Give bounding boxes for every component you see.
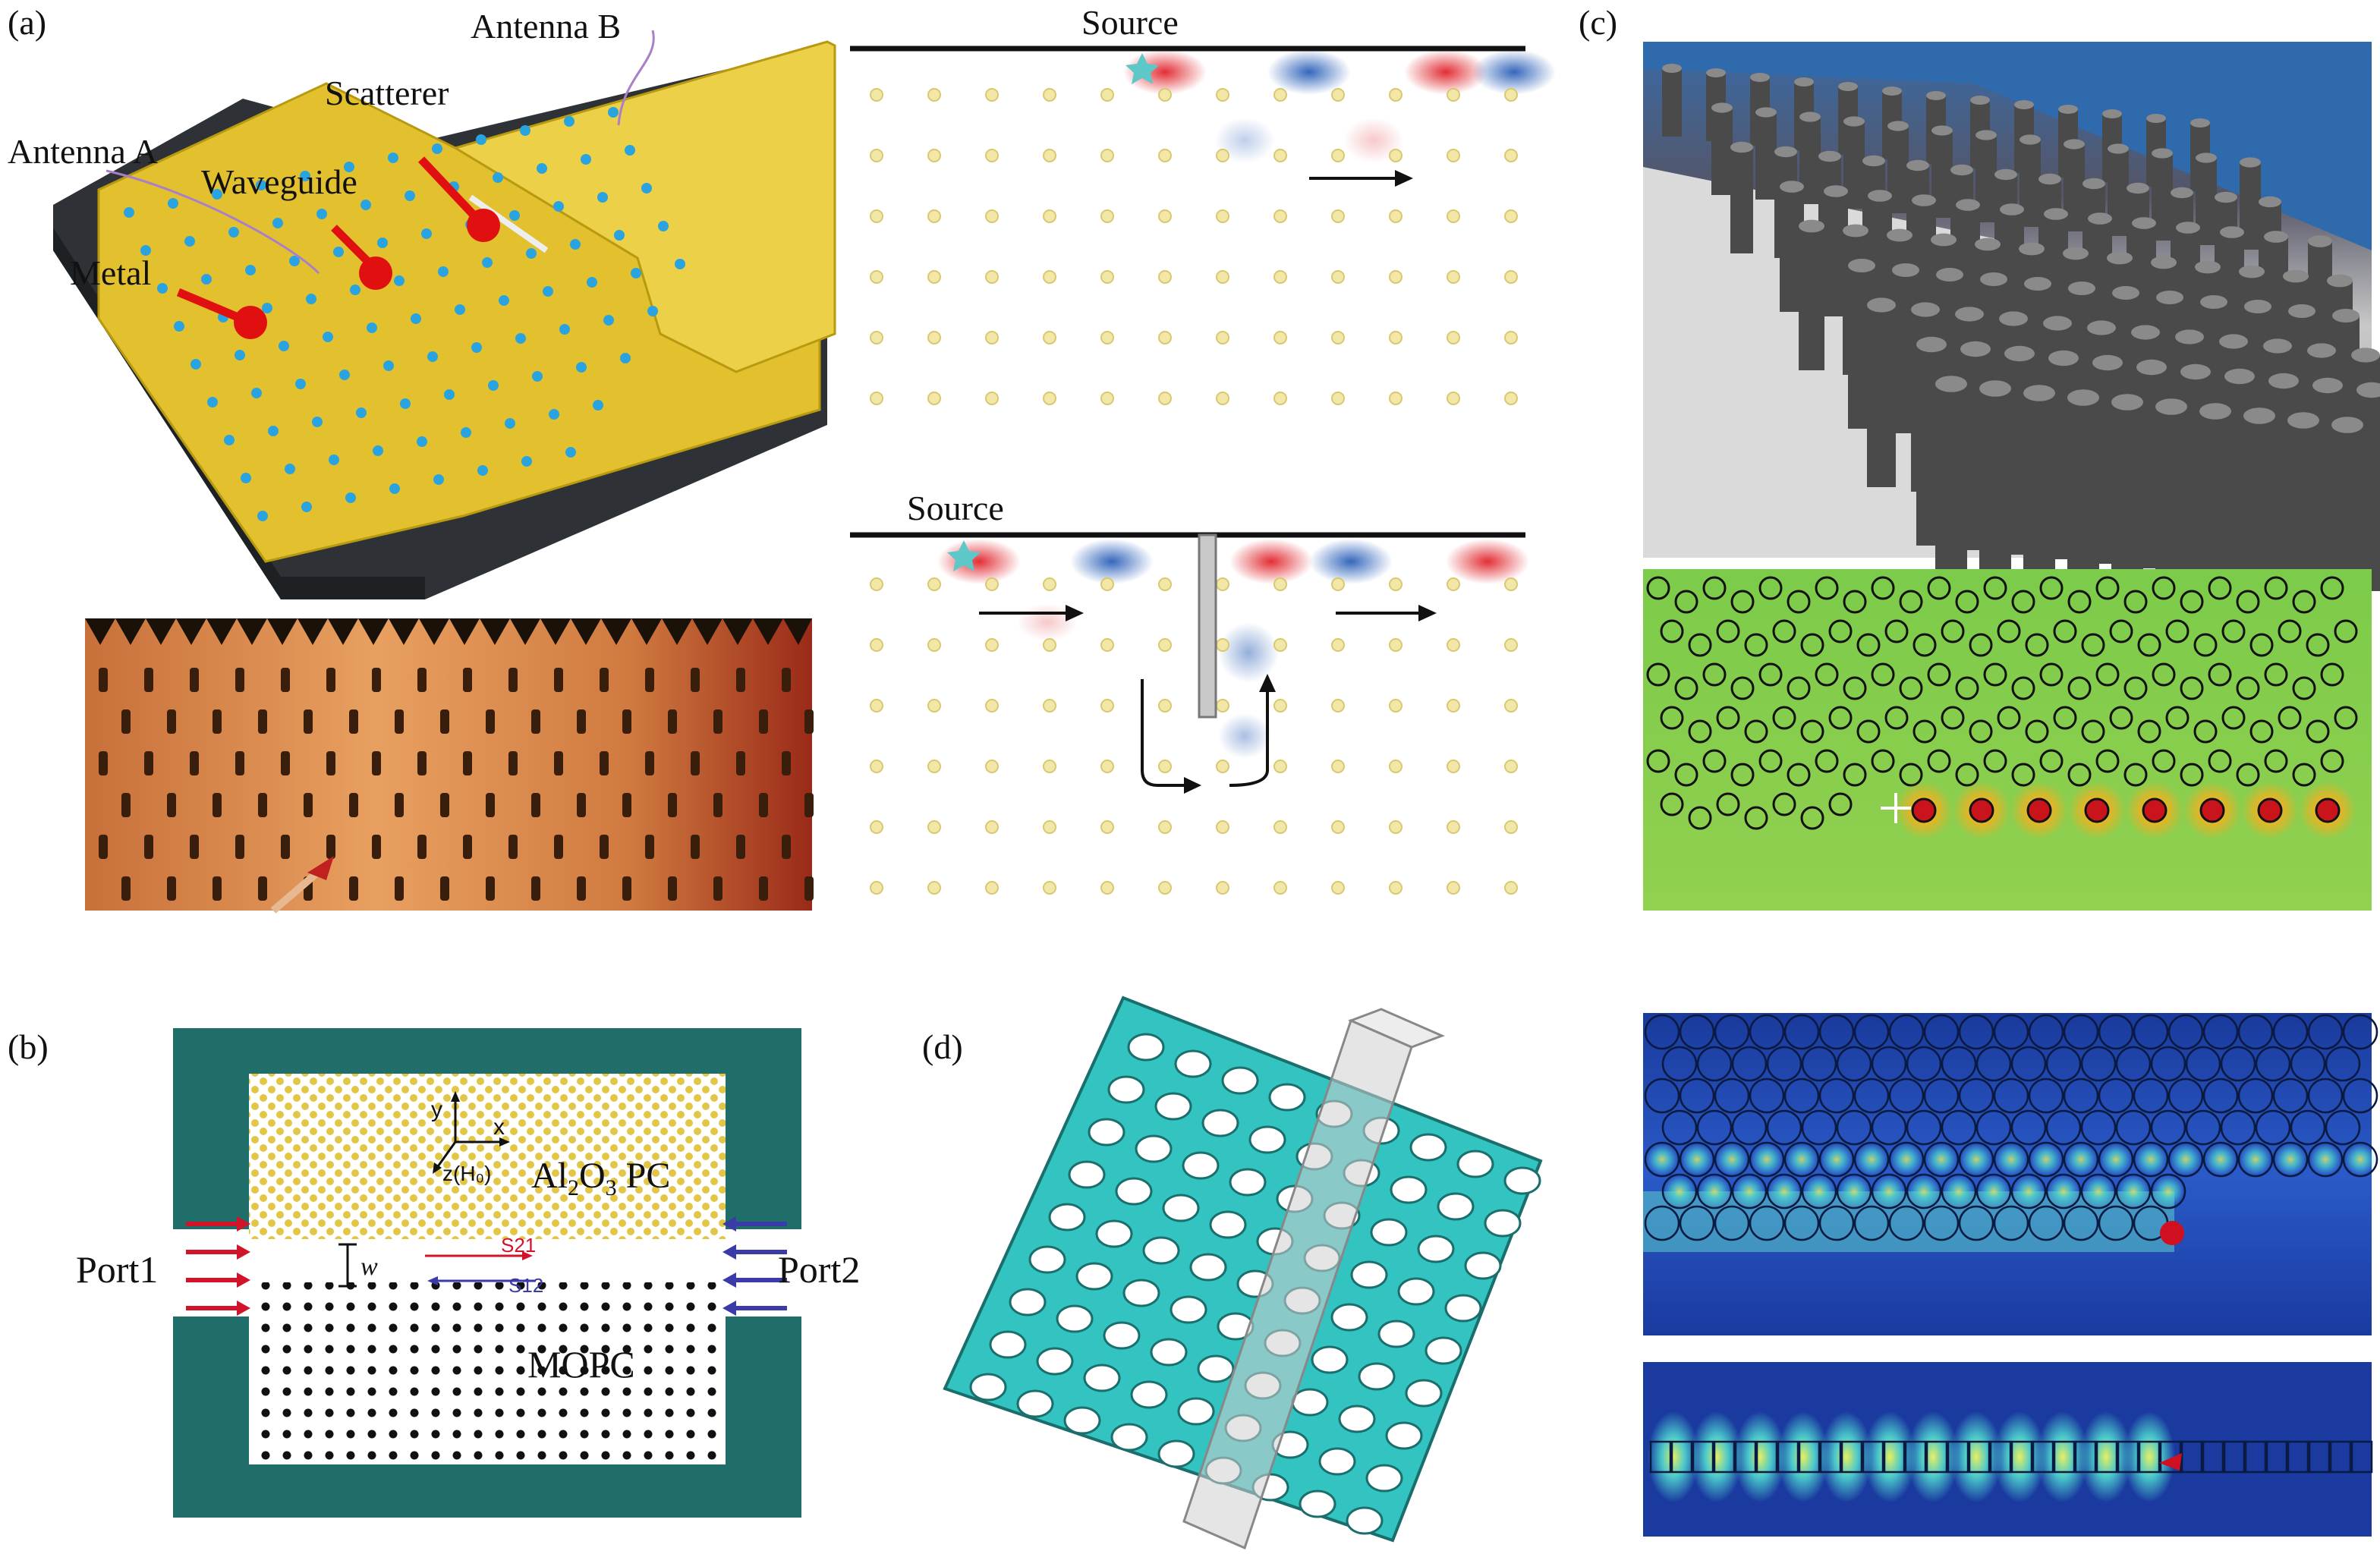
honeycomb-lattice-3d	[943, 996, 1543, 1550]
device-lattice-pins	[124, 107, 685, 521]
copper-prototype-photo	[85, 618, 814, 914]
panel-label-a: (a)	[8, 3, 46, 42]
field-map-blue-2	[1643, 1362, 2373, 1537]
label-antenna-b: Antenna B	[471, 7, 621, 46]
port2-label: Port2	[778, 1248, 860, 1291]
axis-y-label: y	[431, 1097, 442, 1122]
panel-label-c: (c)	[1579, 3, 1617, 42]
waveguide-device-3d	[53, 40, 836, 599]
panel-label-b: (b)	[8, 1027, 49, 1066]
label-scatterer: Scatterer	[325, 74, 449, 112]
label-antenna-a: Antenna A	[8, 132, 158, 171]
metal-marker	[234, 306, 267, 339]
field-map-green	[1643, 569, 2372, 911]
label-waveguide: Waveguide	[201, 162, 357, 201]
port1-label: Port1	[76, 1248, 158, 1291]
simulation-bottom	[850, 532, 1529, 907]
scatterer-marker	[467, 209, 500, 242]
panel-label-d: (d)	[922, 1027, 963, 1066]
rod-lattice-photo	[1643, 42, 2380, 645]
label-metal: Metal	[70, 253, 151, 292]
simulation-top	[850, 46, 1556, 417]
waveguide-marker	[359, 256, 392, 290]
source-label-bottom: Source	[907, 489, 1004, 527]
waveguide-schematic	[173, 1028, 801, 1518]
s21-label: S21	[501, 1234, 536, 1257]
axis-z-label: z(H₀)	[442, 1162, 492, 1185]
al2o3-pc-label: Al2O3 PC	[531, 1156, 670, 1200]
device-annotations	[105, 30, 655, 339]
mopc-region	[249, 1282, 726, 1464]
width-label: w	[360, 1253, 378, 1281]
field-map-blue-1	[1643, 1013, 2378, 1335]
al2o3-pc-region	[249, 1074, 726, 1239]
axis-x-label: x	[493, 1115, 505, 1140]
s12-label: S12	[508, 1274, 543, 1297]
mopc-label: MOPC	[527, 1343, 635, 1386]
source-label-top: Source	[1081, 3, 1179, 42]
